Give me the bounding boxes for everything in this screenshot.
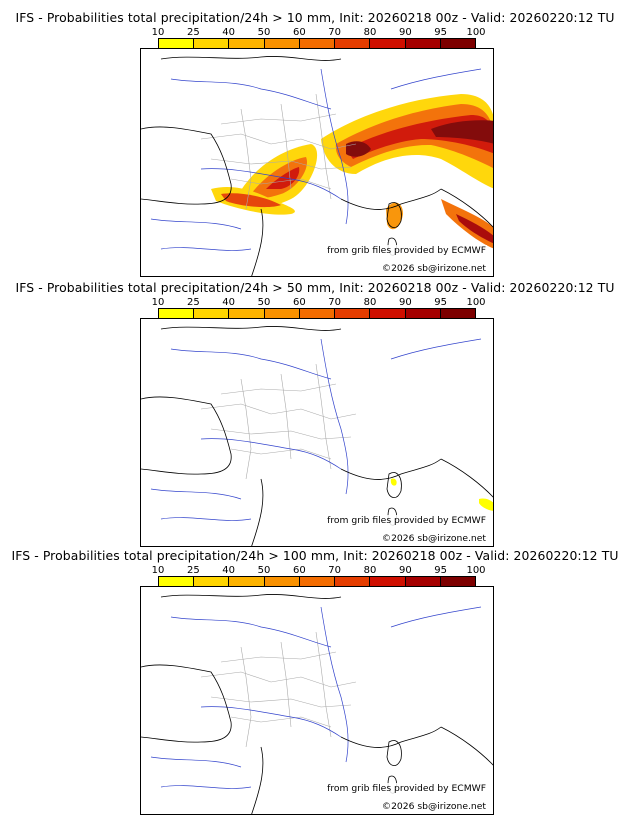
map-10mm: from grib files provided by ECMWF ©2026 … xyxy=(140,48,494,277)
colorbar-tick-label: 40 xyxy=(222,565,236,576)
colorbar-ticks: 10 25 40 50 60 70 80 90 95 100 xyxy=(0,297,630,309)
colorbar-tick-label: 80 xyxy=(363,565,377,576)
colorbar-tick-label: 25 xyxy=(186,565,200,576)
colorbar-tick-label: 10 xyxy=(151,565,165,576)
colorbar-cell xyxy=(405,309,441,318)
coastlines xyxy=(141,326,493,546)
colorbar-tick-label: 40 xyxy=(222,297,236,308)
colorbar-tick-label: 80 xyxy=(363,27,377,38)
colorbar-tick-label: 90 xyxy=(398,27,412,38)
colorbar-cell xyxy=(370,577,406,586)
panel-50mm: IFS - Probabilities total precipitation/… xyxy=(0,280,630,548)
coastlines xyxy=(141,56,493,276)
copyright-credit: ©2026 sb@irizone.net xyxy=(380,263,487,274)
colorbar-tick-label: 70 xyxy=(328,297,342,308)
rivers xyxy=(150,338,482,521)
rivers xyxy=(150,606,482,789)
panel-100mm: IFS - Probabilities total precipitation/… xyxy=(0,548,630,816)
colorbar-ticks: 10 25 40 50 60 70 80 90 95 100 xyxy=(0,565,630,577)
colorbar-cell xyxy=(299,309,336,318)
country-borders xyxy=(200,93,357,210)
colorbar-tick-label: 50 xyxy=(257,297,271,308)
colorbar-cell xyxy=(194,39,230,48)
country-borders xyxy=(200,631,357,748)
colorbar-tick-label: 70 xyxy=(328,565,342,576)
colorbar-cell xyxy=(440,577,475,586)
coastlines xyxy=(141,594,493,814)
precip-overlay xyxy=(390,478,493,511)
panel-title: IFS - Probabilities total precipitation/… xyxy=(15,280,615,295)
colorbar-cell xyxy=(299,577,336,586)
colorbar-cell xyxy=(299,39,336,48)
panel-title: IFS - Probabilities total precipitation/… xyxy=(15,10,615,25)
copyright-credit: ©2026 sb@irizone.net xyxy=(380,801,487,812)
colorbar-tick-label: 100 xyxy=(466,297,486,308)
colorbar-cell xyxy=(194,309,230,318)
colorbar-tick-label: 100 xyxy=(466,27,486,38)
colorbar-tick-label: 60 xyxy=(292,565,306,576)
colorbar-cell xyxy=(335,39,371,48)
source-credit: from grib files provided by ECMWF xyxy=(326,515,487,526)
copyright-credit: ©2026 sb@irizone.net xyxy=(380,533,487,544)
colorbar-tick-label: 95 xyxy=(434,27,448,38)
rivers xyxy=(150,68,482,251)
colorbar-cell xyxy=(194,577,230,586)
colorbar-cell xyxy=(440,309,475,318)
colorbar-tick-label: 50 xyxy=(257,565,271,576)
country-borders xyxy=(200,363,357,480)
colorbar-cell xyxy=(229,309,265,318)
colorbar-tick-label: 60 xyxy=(292,27,306,38)
source-credit: from grib files provided by ECMWF xyxy=(326,245,487,256)
colorbar-cell xyxy=(370,309,406,318)
colorbar-tick-label: 70 xyxy=(328,27,342,38)
colorbar-tick-label: 80 xyxy=(363,297,377,308)
colorbar-cell xyxy=(405,39,441,48)
panel-title: IFS - Probabilities total precipitation/… xyxy=(11,548,619,563)
colorbar-tick-label: 50 xyxy=(257,27,271,38)
colorbar-tick-label: 25 xyxy=(186,27,200,38)
colorbar-tick-label: 90 xyxy=(398,565,412,576)
colorbar-cell xyxy=(159,309,195,318)
colorbar-cell xyxy=(405,577,441,586)
colorbar-cell xyxy=(159,39,195,48)
colorbar-tick-label: 10 xyxy=(151,297,165,308)
map-svg xyxy=(141,56,493,276)
colorbar-cell xyxy=(229,577,265,586)
colorbar-cell xyxy=(335,309,371,318)
source-credit: from grib files provided by ECMWF xyxy=(326,783,487,794)
colorbar-cell xyxy=(335,577,371,586)
map-svg xyxy=(141,326,493,546)
colorbar-tick-label: 10 xyxy=(151,27,165,38)
map-svg xyxy=(141,594,493,814)
colorbar-cell xyxy=(264,39,300,48)
colorbar-tick-label: 25 xyxy=(186,297,200,308)
colorbar-cell xyxy=(440,39,475,48)
precip-overlay xyxy=(211,94,493,249)
colorbar-tick-label: 60 xyxy=(292,297,306,308)
panel-10mm: IFS - Probabilities total precipitation/… xyxy=(0,10,630,278)
map-50mm: from grib files provided by ECMWF ©2026 … xyxy=(140,318,494,547)
colorbar-cell xyxy=(229,39,265,48)
colorbar-tick-label: 100 xyxy=(466,565,486,576)
colorbar-tick-label: 90 xyxy=(398,297,412,308)
colorbar-cell xyxy=(264,309,300,318)
colorbar-cell xyxy=(370,39,406,48)
colorbar-tick-label: 95 xyxy=(434,297,448,308)
map-100mm: from grib files provided by ECMWF ©2026 … xyxy=(140,586,494,815)
colorbar-tick-label: 40 xyxy=(222,27,236,38)
colorbar-tick-label: 95 xyxy=(434,565,448,576)
colorbar-cell xyxy=(264,577,300,586)
colorbar-cell xyxy=(159,577,195,586)
colorbar-ticks: 10 25 40 50 60 70 80 90 95 100 xyxy=(0,27,630,39)
